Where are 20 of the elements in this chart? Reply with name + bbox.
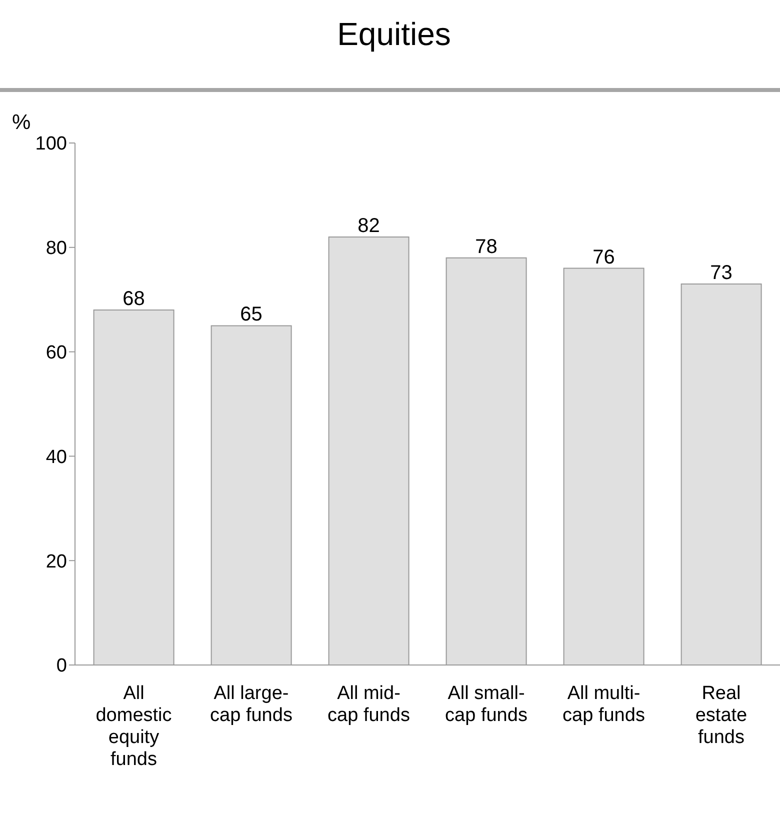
x-tick-label: All mid-cap funds [328, 683, 410, 726]
y-tick-label: 80 [46, 238, 67, 260]
data-label: 65 [240, 304, 262, 326]
data-label: 82 [358, 214, 380, 237]
y-tick-label: 0 [56, 656, 67, 677]
chart-title: Equities [336, 16, 452, 53]
y-tick-label: 60 [46, 342, 67, 364]
y-axis-title: % [12, 111, 31, 135]
x-tick-label: Real estate funds [695, 683, 748, 748]
data-label: 73 [710, 262, 732, 284]
y-tick-label: 40 [46, 446, 67, 468]
data-label: 68 [122, 288, 145, 310]
y-tick-label: 20 [46, 551, 67, 572]
x-tick-label: All multi-cap funds [562, 683, 645, 726]
x-tick-label: All small-cap funds [445, 683, 528, 726]
x-tick-label: All large-cap funds [210, 683, 292, 726]
data-label: 76 [592, 246, 615, 268]
x-tick-label: All domestic equity funds [96, 683, 172, 770]
data-label: 78 [475, 236, 498, 258]
y-tick-label: 100 [35, 134, 67, 155]
